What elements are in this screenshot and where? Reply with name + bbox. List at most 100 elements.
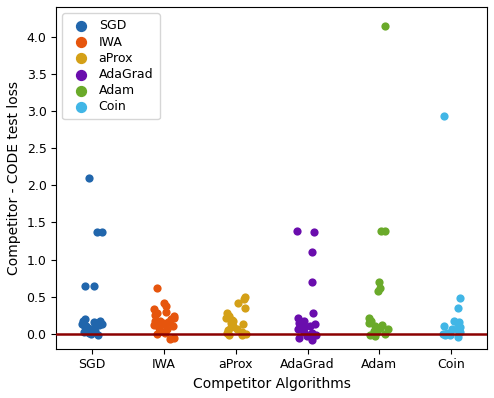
Point: [456, 295, 464, 301]
Point: [166, 336, 174, 342]
Point: [81, 283, 88, 289]
Point: [300, 317, 308, 324]
Point: [381, 228, 389, 234]
Point: [83, 329, 91, 336]
Point: [308, 249, 316, 256]
Point: [81, 328, 88, 335]
Point: [371, 333, 379, 339]
Point: [455, 324, 463, 330]
Point: [227, 324, 235, 330]
Point: [454, 305, 462, 311]
Point: [377, 228, 385, 234]
Point: [93, 229, 101, 235]
Point: [294, 314, 302, 321]
Point: [160, 300, 168, 306]
Point: [295, 335, 303, 341]
Point: [443, 330, 451, 336]
Point: [234, 300, 242, 306]
Point: [375, 279, 383, 285]
Point: [225, 313, 233, 319]
Point: [162, 302, 170, 309]
Point: [365, 314, 373, 321]
Point: [82, 324, 89, 330]
Point: [83, 327, 91, 334]
Point: [229, 318, 237, 324]
Point: [238, 328, 246, 335]
Point: [293, 228, 301, 234]
Point: [78, 320, 86, 327]
Point: [159, 320, 166, 326]
Point: [381, 331, 389, 337]
Point: [85, 330, 93, 336]
Point: [222, 315, 230, 322]
Point: [373, 329, 381, 336]
Point: [90, 283, 98, 289]
Point: [306, 322, 314, 329]
Point: [169, 323, 177, 330]
Point: [164, 319, 172, 325]
Point: [312, 332, 320, 338]
Point: [156, 328, 164, 334]
Point: [376, 285, 384, 291]
Point: [303, 333, 311, 339]
Point: [90, 328, 98, 334]
Point: [170, 334, 178, 341]
Point: [365, 320, 373, 326]
Point: [309, 279, 317, 285]
Point: [85, 175, 93, 181]
Point: [309, 310, 317, 316]
Point: [152, 320, 160, 327]
Point: [223, 310, 231, 316]
Point: [229, 322, 237, 329]
Point: [87, 331, 95, 337]
Point: [299, 327, 307, 334]
Point: [87, 326, 95, 333]
Point: [79, 317, 86, 324]
Point: [98, 321, 106, 328]
Point: [164, 326, 171, 333]
Point: [367, 317, 375, 324]
Point: [81, 316, 88, 322]
Point: [225, 332, 233, 339]
Point: [96, 318, 104, 324]
Point: [161, 329, 168, 336]
Point: [82, 323, 89, 330]
Point: [441, 332, 449, 338]
Point: [239, 321, 247, 328]
Point: [446, 332, 453, 339]
Point: [241, 294, 249, 300]
Point: [384, 326, 392, 333]
Point: [170, 314, 178, 321]
Point: [440, 113, 448, 119]
Point: [378, 322, 386, 328]
Point: [439, 331, 447, 337]
Point: [163, 308, 170, 315]
Point: [223, 330, 231, 336]
Point: [371, 323, 379, 330]
Point: [240, 296, 248, 302]
Point: [242, 331, 250, 337]
Point: [295, 320, 303, 326]
Point: [93, 320, 101, 326]
Point: [370, 332, 377, 338]
Point: [151, 318, 159, 324]
Point: [94, 332, 102, 339]
Point: [448, 326, 456, 332]
Point: [294, 326, 302, 332]
Point: [166, 316, 174, 322]
Point: [307, 331, 315, 337]
Point: [310, 229, 318, 235]
Point: [224, 327, 232, 334]
Point: [308, 337, 316, 343]
Point: [375, 325, 383, 331]
Point: [370, 328, 378, 334]
Point: [89, 326, 97, 332]
Point: [441, 322, 449, 329]
Point: [169, 313, 177, 319]
Point: [374, 288, 382, 294]
Point: [456, 328, 464, 335]
Point: [155, 325, 163, 331]
Point: [84, 325, 92, 331]
Point: [366, 332, 374, 339]
Point: [150, 306, 158, 312]
